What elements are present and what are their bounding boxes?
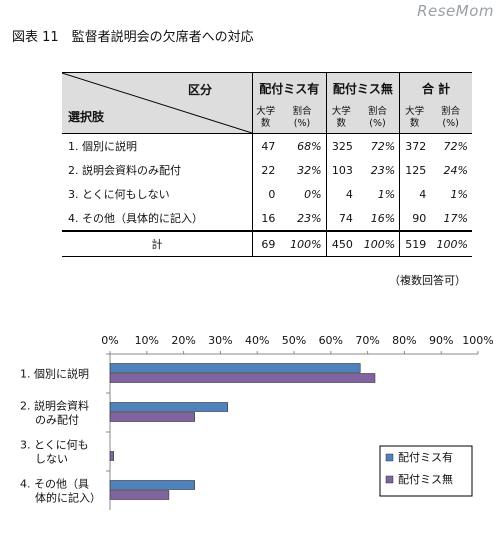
table-cell: 32% bbox=[297, 163, 322, 177]
table-total-row: 計 69 100% 450 100% 519 100% bbox=[62, 230, 472, 257]
subheader-ratio: 割合 (%) bbox=[278, 103, 327, 134]
subheader-ratio: 割合 (%) bbox=[355, 103, 400, 134]
table-row: 2. 説明会資料のみ配付 22 32% 103 23% 125 24% bbox=[62, 158, 472, 182]
category-label: 1. 個別に説明 bbox=[20, 367, 89, 381]
table-row: 4. その他（具体的に記入） 16 23% 74 16% 90 17% bbox=[62, 206, 472, 231]
x-tick-label: 50% bbox=[282, 334, 306, 347]
x-tick-label: 60% bbox=[319, 334, 343, 347]
table-cell: 16% bbox=[370, 211, 396, 225]
x-tick-label: 100% bbox=[462, 334, 493, 347]
bar-haifu-miss-nashi bbox=[109, 412, 195, 422]
row-label: 4. その他（具体的に記入） bbox=[68, 212, 203, 225]
category-label: しない bbox=[35, 453, 68, 466]
table-cell: 0 bbox=[252, 182, 279, 206]
table-cell: 1% bbox=[377, 187, 396, 201]
watermark-logo: ReseMom bbox=[417, 2, 494, 20]
table-row: 3. とくに何もしない 0 0% 4 1% 4 1% bbox=[62, 182, 472, 206]
table-note: （複数回答可） bbox=[389, 274, 466, 287]
bar-haifu-miss-nashi bbox=[109, 490, 170, 500]
table-cell: 325 bbox=[325, 133, 356, 158]
table-cell: 74 bbox=[325, 206, 356, 231]
x-tick-label: 10% bbox=[135, 334, 159, 347]
table-cell: 372 bbox=[399, 133, 430, 158]
table-cell: 450 bbox=[325, 230, 356, 257]
table-cell: 0% bbox=[304, 187, 322, 201]
subheader-count: 大学数 bbox=[252, 103, 279, 134]
table-cell: 69 bbox=[252, 230, 279, 257]
legend-swatch bbox=[385, 453, 394, 462]
category-label: 4. その他（具 bbox=[20, 478, 89, 491]
group-header-2: 配付ミス無 bbox=[325, 72, 400, 103]
subheader-count: 大学数 bbox=[325, 103, 356, 134]
row-label: 3. とくに何もしない bbox=[68, 188, 170, 201]
legend-label: 配付ミス無 bbox=[398, 472, 453, 486]
table-cell: 24% bbox=[443, 163, 468, 177]
table-corner-header: 区分 選択肢 bbox=[62, 72, 253, 134]
header-kubun: 区分 bbox=[187, 83, 212, 97]
total-label: 計 bbox=[62, 230, 253, 257]
x-tick-label: 20% bbox=[171, 334, 195, 347]
table-cell: 100% bbox=[278, 230, 327, 257]
table-cell: 125 bbox=[399, 158, 430, 182]
row-label: 2. 説明会資料のみ配付 bbox=[68, 164, 181, 177]
x-tick-label: 30% bbox=[208, 334, 232, 347]
table-cell: 519 bbox=[399, 230, 430, 257]
x-tick-label: 0% bbox=[101, 334, 118, 347]
x-tick-label: 70% bbox=[355, 334, 379, 347]
bar-chart: 0% 10% 20% 30% 40% 50% 60% 70% 80% 90% 100% 1. 個別に説… bbox=[20, 334, 494, 510]
legend-box bbox=[379, 445, 473, 497]
subheader-ratio: 割合 (%) bbox=[429, 103, 472, 134]
bar-haifu-miss-ari bbox=[109, 480, 195, 490]
table-cell: 100% bbox=[355, 230, 400, 257]
legend-swatch bbox=[385, 475, 394, 484]
table-row: 1. 個別に説明 47 68% 325 72% 372 72% bbox=[62, 133, 472, 158]
x-tick-label: 90% bbox=[429, 334, 453, 347]
table-cell: 47 bbox=[252, 133, 279, 158]
category-label: 3. とくに何も bbox=[20, 439, 89, 452]
bar-haifu-miss-nashi bbox=[109, 451, 114, 461]
table-cell: 72% bbox=[443, 139, 468, 153]
table-cell: 72% bbox=[370, 139, 396, 153]
figure-title: 図表 11 監督者説明会の欠席者への対応 bbox=[12, 30, 254, 45]
table-cell: 22 bbox=[252, 158, 279, 182]
table-cell: 90 bbox=[399, 206, 430, 231]
group-header-3: 合 計 bbox=[399, 72, 472, 103]
x-tick-label: 80% bbox=[392, 334, 416, 347]
bar-haifu-miss-ari bbox=[109, 402, 229, 412]
diagonal-line bbox=[62, 73, 252, 133]
table-cell: 68% bbox=[297, 139, 322, 153]
category-label: のみ配付 bbox=[35, 414, 79, 427]
category-label: 2. 説明会資料 bbox=[20, 399, 89, 413]
bar-haifu-miss-nashi bbox=[109, 373, 376, 383]
bar-haifu-miss-ari bbox=[109, 363, 361, 373]
table-cell: 16 bbox=[252, 206, 279, 231]
table-cell: 23% bbox=[370, 163, 396, 177]
table-cell: 17% bbox=[443, 211, 468, 225]
subheader-count: 大学数 bbox=[399, 103, 430, 134]
table-cell: 23% bbox=[297, 211, 322, 225]
table-cell: 4 bbox=[325, 182, 356, 206]
row-label: 1. 個別に説明 bbox=[68, 140, 137, 153]
table-cell: 1% bbox=[450, 187, 468, 201]
header-sentaku: 選択肢 bbox=[68, 110, 105, 124]
data-table: 区分 選択肢 配付ミス有 配付ミス無 合 計 大学数 割合 (%) 大学数 割合(… bbox=[62, 72, 472, 257]
table-cell: 100% bbox=[429, 230, 472, 257]
group-header-1: 配付ミス有 bbox=[252, 72, 327, 103]
legend-label: 配付ミス有 bbox=[398, 450, 453, 464]
x-tick-label: 40% bbox=[245, 334, 269, 347]
table-cell: 103 bbox=[325, 158, 356, 182]
table-cell: 4 bbox=[399, 182, 430, 206]
category-label: 体的に記入） bbox=[35, 491, 101, 505]
